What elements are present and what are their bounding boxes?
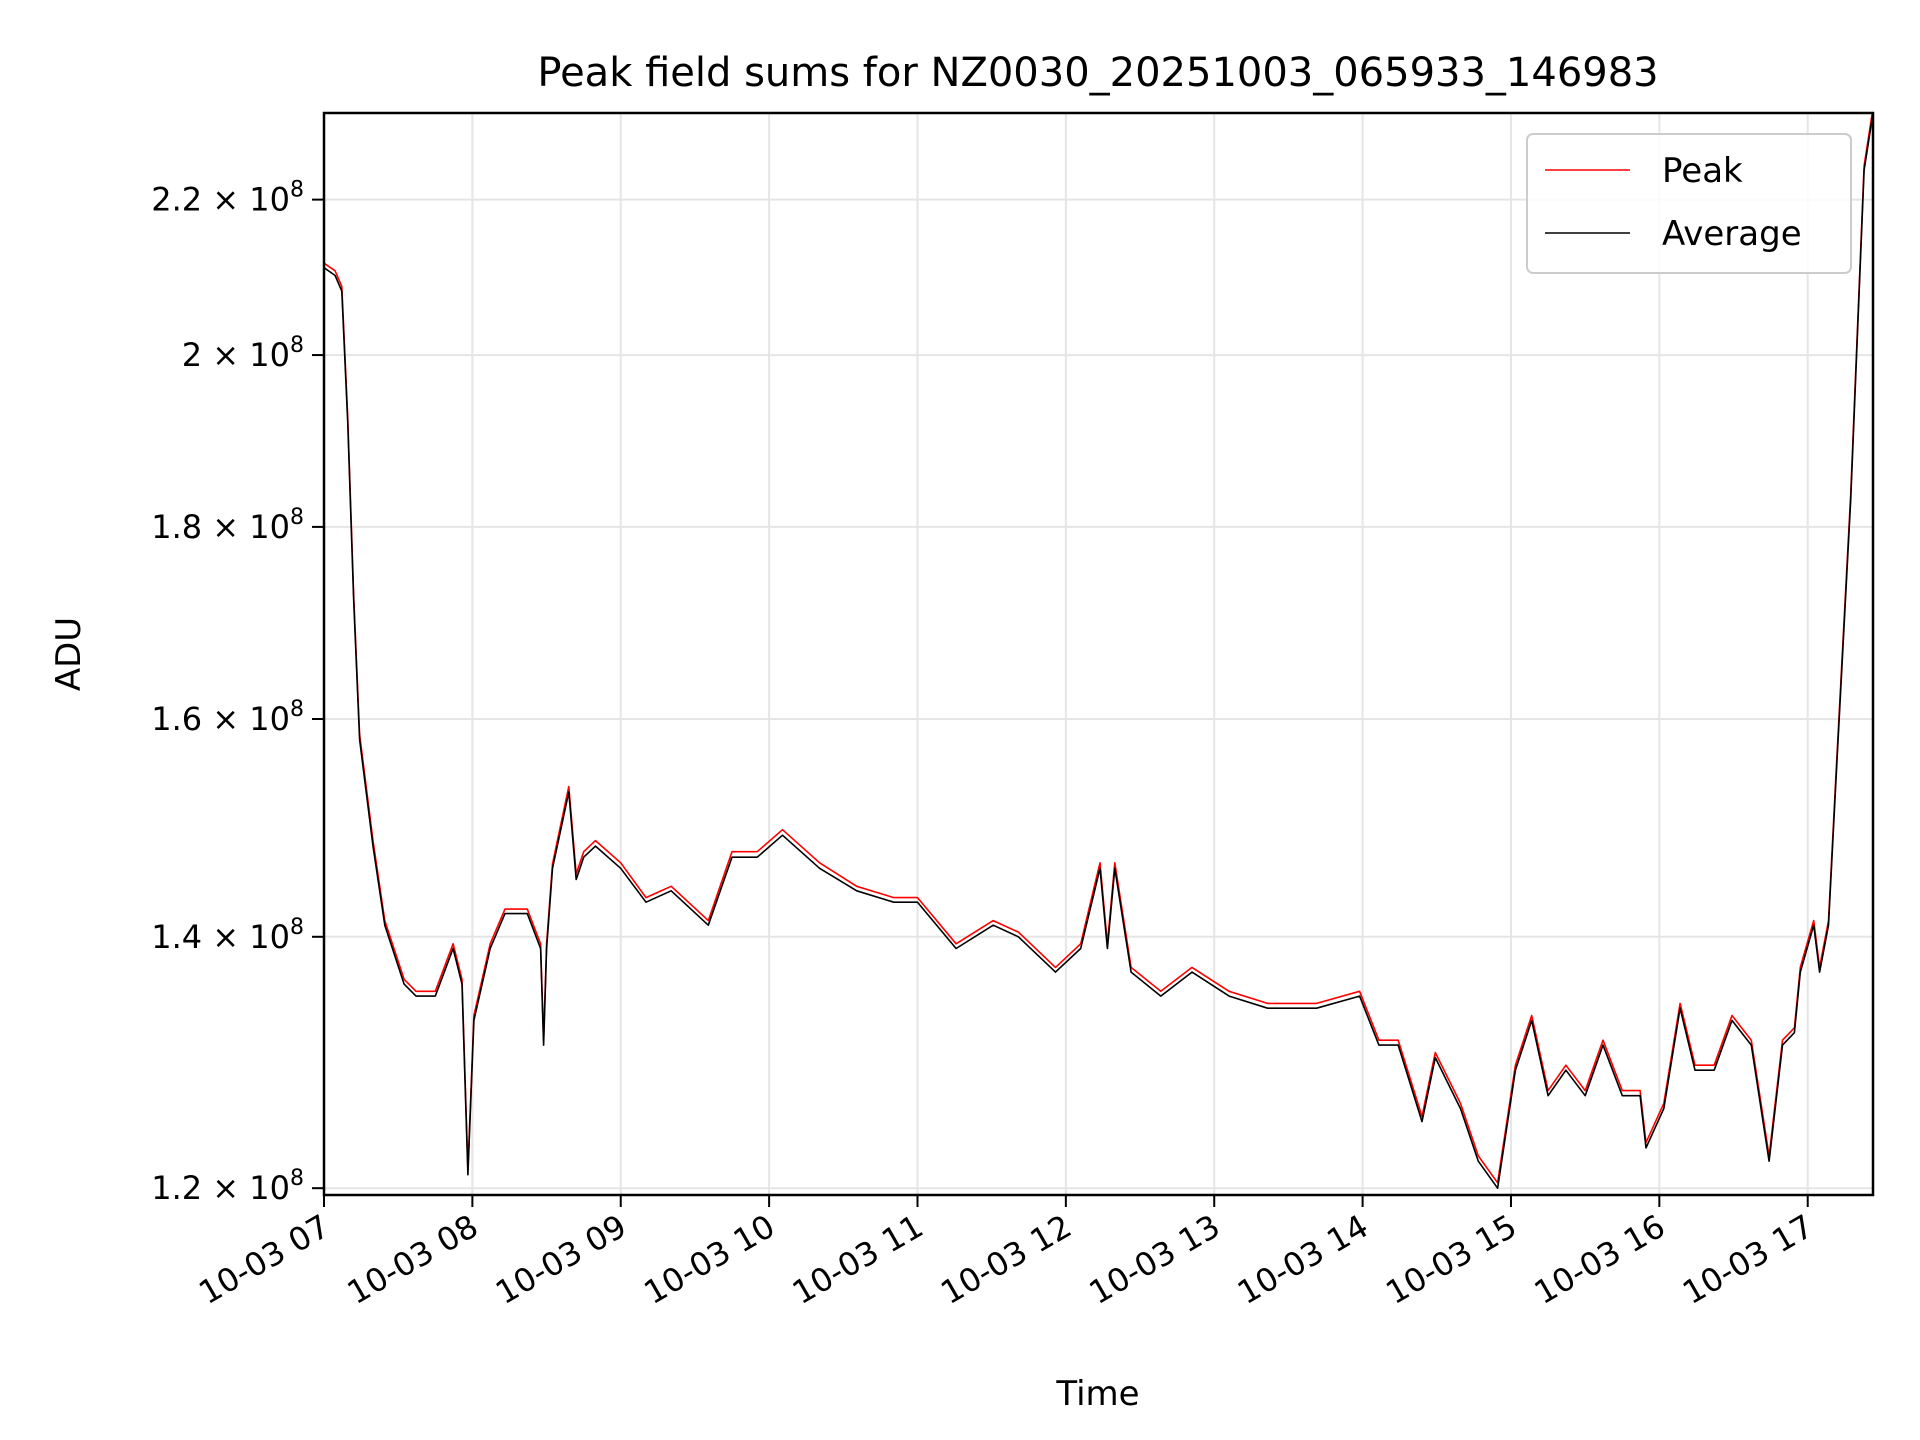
plot-frame <box>322 111 1875 1197</box>
y-tick-exponent: 8 <box>290 178 304 203</box>
legend: Peak Average <box>1526 133 1852 274</box>
y-tick-mantissa: 2 <box>182 336 213 374</box>
y-tick-mantissa: 1.6 <box>151 700 212 738</box>
y-tick-base: × 10 <box>212 336 290 374</box>
grid <box>323 113 1873 1195</box>
y-tick-exponent: 8 <box>290 915 304 940</box>
y-tick-mantissa: 2.2 <box>151 181 212 219</box>
y-tick-exponent: 8 <box>290 333 304 358</box>
chart-title: Peak field sums for NZ0030_20251003_0659… <box>537 50 1658 96</box>
series-lines <box>324 113 1873 1189</box>
y-tick-label: 1.4 × 108 <box>151 915 304 956</box>
series-line-peak <box>324 113 1873 1184</box>
y-tick-base: × 10 <box>212 181 290 219</box>
y-tick-label: 1.2 × 108 <box>151 1166 304 1207</box>
y-tick-mantissa: 1.4 <box>151 918 212 956</box>
y-tick-exponent: 8 <box>290 1166 304 1191</box>
y-tick-exponent: 8 <box>290 697 304 722</box>
y-tick-label: 2.2 × 108 <box>151 178 304 219</box>
y-tick-base: × 10 <box>212 1169 290 1207</box>
y-tick-exponent: 8 <box>290 505 304 530</box>
y-tick-base: × 10 <box>212 918 290 956</box>
y-tick-label: 1.6 × 108 <box>151 697 304 738</box>
y-tick-base: × 10 <box>212 508 290 546</box>
y-tick-label: 2 × 108 <box>182 333 304 374</box>
legend-label-peak: Peak <box>1662 151 1743 191</box>
x-axis-label: Time <box>1055 1374 1139 1414</box>
y-tick-mantissa: 1.8 <box>151 508 212 546</box>
y-axis-label: ADU <box>49 617 89 691</box>
y-tick-label: 1.8 × 108 <box>151 505 304 546</box>
series-line-average <box>324 113 1873 1189</box>
legend-label-average: Average <box>1662 214 1802 254</box>
y-tick-base: × 10 <box>212 700 290 738</box>
y-tick-mantissa: 1.2 <box>151 1169 212 1207</box>
legend-box <box>1526 133 1852 274</box>
